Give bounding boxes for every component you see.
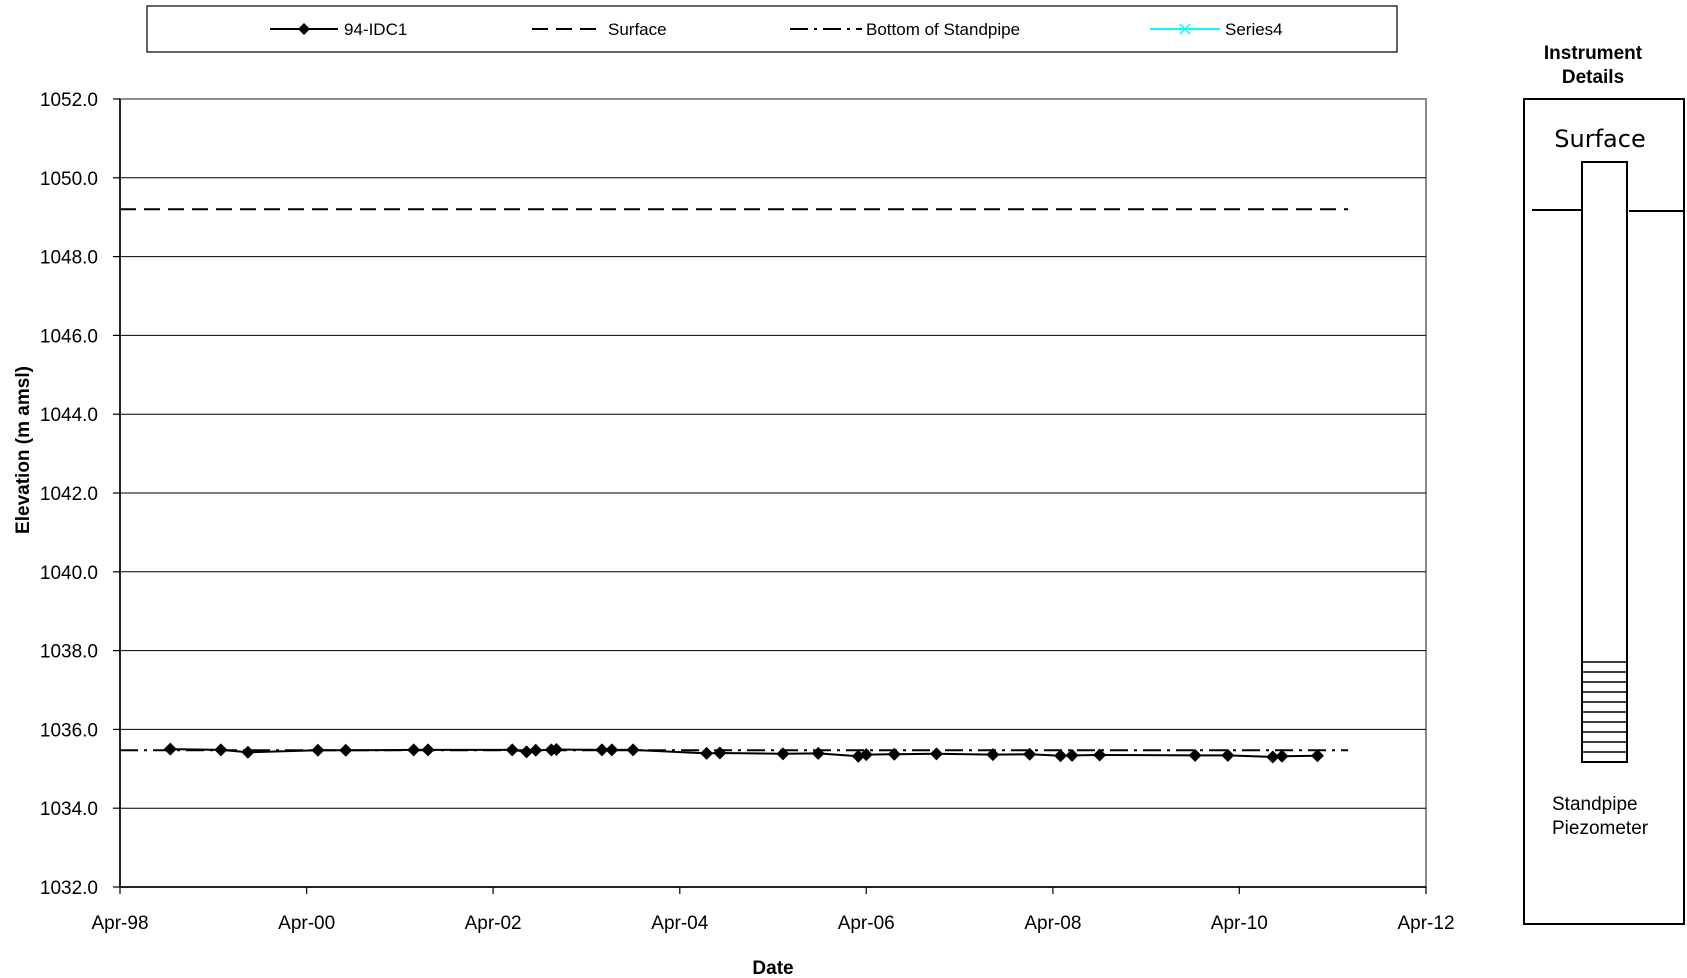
data-point[interactable] xyxy=(1310,749,1324,763)
x-tick-label: Apr-12 xyxy=(1397,913,1454,934)
x-tick-label: Apr-06 xyxy=(838,913,895,934)
y-tick-label: 1040.0 xyxy=(40,563,98,584)
legend: 94-IDC1 Surface Bottom of Standpipe Seri… xyxy=(146,5,1398,53)
y-tick-label: 1042.0 xyxy=(40,484,98,505)
legend-label: Bottom of Standpipe xyxy=(866,20,1020,39)
data-point[interactable] xyxy=(626,743,640,757)
x-axis-title: Date xyxy=(752,958,793,978)
legend-entry-94-idc1[interactable]: 94-IDC1 xyxy=(270,20,407,39)
instrument-details-panel: Instrument Details Surface Standpipe Pie… xyxy=(1523,43,1685,925)
panel-title-line2: Details xyxy=(1562,67,1624,88)
y-axis: 1032.0 1034.0 1036.0 1038.0 1040.0 1042.0 1044… xyxy=(40,90,120,899)
data-point[interactable] xyxy=(529,743,543,757)
x-tick-label: Apr-98 xyxy=(91,913,148,934)
y-tick-label: 1044.0 xyxy=(40,405,98,426)
x-marker-icon xyxy=(1179,23,1191,35)
data-point[interactable] xyxy=(311,743,325,757)
data-point[interactable] xyxy=(605,743,619,757)
x-tick-label: Apr-00 xyxy=(278,913,335,934)
data-point[interactable] xyxy=(929,747,943,761)
x-tick-label: Apr-02 xyxy=(465,913,522,934)
data-point[interactable] xyxy=(1054,749,1068,763)
y-axis-title: Elevation (m amsl) xyxy=(13,366,34,534)
data-point[interactable] xyxy=(505,743,519,757)
piezometer-screen xyxy=(1582,661,1627,753)
y-tick-label: 1034.0 xyxy=(40,799,98,820)
data-point[interactable] xyxy=(859,748,873,762)
data-point[interactable] xyxy=(1188,748,1202,762)
data-point[interactable] xyxy=(986,748,1000,762)
legend-label: Series4 xyxy=(1225,20,1283,39)
panel-caption-line2: Piezometer xyxy=(1552,818,1649,839)
data-point[interactable] xyxy=(1221,748,1235,762)
y-tick-label: 1046.0 xyxy=(40,326,98,347)
y-tick-label: 1048.0 xyxy=(40,248,98,269)
data-point[interactable] xyxy=(700,746,714,760)
y-tick-label: 1032.0 xyxy=(40,878,98,899)
legend-label: 94-IDC1 xyxy=(344,20,407,39)
data-point[interactable] xyxy=(339,743,353,757)
diamond-marker-icon xyxy=(298,23,310,35)
panel-surface-label: Surface xyxy=(1554,125,1645,153)
y-tick-label: 1036.0 xyxy=(40,720,98,741)
data-point[interactable] xyxy=(1275,749,1289,763)
series-layer xyxy=(120,208,1349,764)
data-point[interactable] xyxy=(520,745,534,759)
x-axis: Apr-98 Apr-00 Apr-02 Apr-04 Apr-06 Apr-08 Apr-… xyxy=(91,99,1455,934)
data-point[interactable] xyxy=(241,745,255,759)
legend-entry-series4[interactable]: Series4 xyxy=(1150,20,1283,39)
legend-entry-surface[interactable]: Surface xyxy=(532,20,667,39)
data-point[interactable] xyxy=(1065,748,1079,762)
legend-label: Surface xyxy=(608,20,667,39)
data-point[interactable] xyxy=(1093,748,1107,762)
gridlines xyxy=(120,177,1426,809)
panel-title-line1: Instrument xyxy=(1544,43,1643,64)
y-tick-label: 1050.0 xyxy=(40,169,98,190)
y-tick-label: 1052.0 xyxy=(40,90,98,111)
data-point[interactable] xyxy=(163,742,177,756)
legend-entry-bottom-of-standpipe[interactable]: Bottom of Standpipe xyxy=(790,20,1020,39)
x-tick-label: Apr-04 xyxy=(651,913,708,934)
x-tick-label: Apr-08 xyxy=(1024,913,1081,934)
panel-caption-line1: Standpipe xyxy=(1552,794,1638,815)
data-point[interactable] xyxy=(1266,750,1280,764)
y-tick-label: 1038.0 xyxy=(40,642,98,663)
data-point[interactable] xyxy=(407,743,421,757)
data-point[interactable] xyxy=(595,743,609,757)
x-tick-label: Apr-10 xyxy=(1211,913,1268,934)
